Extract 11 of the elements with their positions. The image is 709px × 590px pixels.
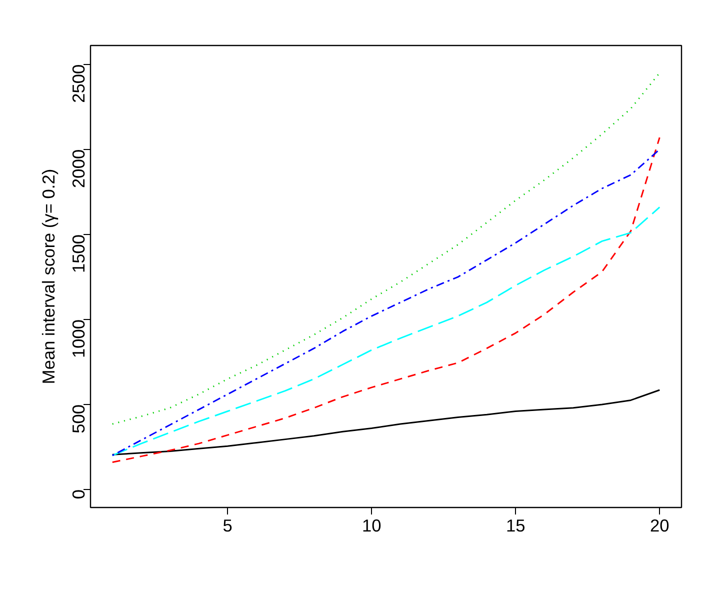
x-tick-label: 20 bbox=[650, 516, 670, 536]
y-tick-label: 2000 bbox=[68, 149, 88, 188]
y-axis-title: Mean interval score (γ= 0.2) bbox=[38, 168, 58, 384]
y-tick-label: 1000 bbox=[68, 319, 88, 358]
x-tick-label: 10 bbox=[362, 516, 382, 536]
y-tick-label: 2500 bbox=[68, 64, 88, 103]
x-tick-label: 15 bbox=[506, 516, 526, 536]
x-tick-label: 5 bbox=[222, 516, 232, 536]
y-tick-label: 500 bbox=[68, 404, 88, 434]
y-tick-label: 0 bbox=[68, 489, 88, 500]
y-tick-label: 1500 bbox=[68, 234, 88, 273]
